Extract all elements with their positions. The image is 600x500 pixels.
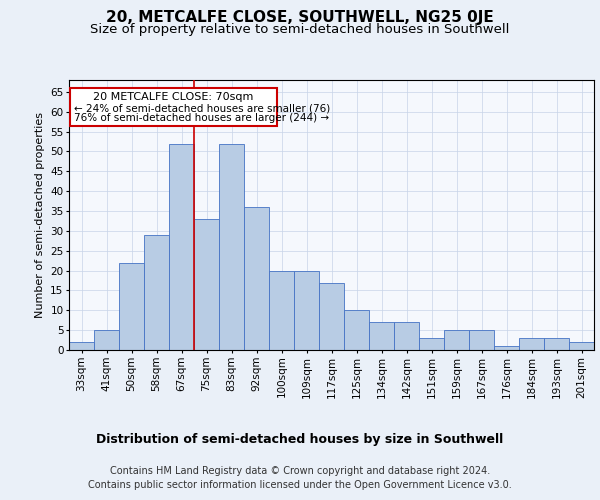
Text: 76% of semi-detached houses are larger (244) →: 76% of semi-detached houses are larger (… (74, 113, 329, 123)
FancyBboxPatch shape (70, 88, 277, 126)
Text: 20 METCALFE CLOSE: 70sqm: 20 METCALFE CLOSE: 70sqm (93, 92, 254, 102)
Bar (569, 342, 594, 350)
Bar (119, 262, 144, 350)
Bar (369, 322, 394, 350)
Bar (469, 330, 494, 350)
Bar (444, 330, 469, 350)
Bar (144, 235, 169, 350)
Y-axis label: Number of semi-detached properties: Number of semi-detached properties (35, 112, 44, 318)
Bar (219, 144, 244, 350)
Bar (294, 270, 319, 350)
Bar (169, 144, 194, 350)
Text: ← 24% of semi-detached houses are smaller (76): ← 24% of semi-detached houses are smalle… (74, 103, 330, 113)
Bar (344, 310, 369, 350)
Bar (194, 219, 219, 350)
Bar (94, 330, 119, 350)
Bar (319, 282, 344, 350)
Bar (494, 346, 519, 350)
Bar (269, 270, 294, 350)
Bar (419, 338, 444, 350)
Bar (544, 338, 569, 350)
Text: Size of property relative to semi-detached houses in Southwell: Size of property relative to semi-detach… (91, 22, 509, 36)
Bar (519, 338, 544, 350)
Bar (244, 207, 269, 350)
Text: Distribution of semi-detached houses by size in Southwell: Distribution of semi-detached houses by … (97, 432, 503, 446)
Text: Contains HM Land Registry data © Crown copyright and database right 2024.
Contai: Contains HM Land Registry data © Crown c… (88, 466, 512, 490)
Bar (394, 322, 419, 350)
Text: 20, METCALFE CLOSE, SOUTHWELL, NG25 0JE: 20, METCALFE CLOSE, SOUTHWELL, NG25 0JE (106, 10, 494, 25)
Bar (69, 342, 94, 350)
